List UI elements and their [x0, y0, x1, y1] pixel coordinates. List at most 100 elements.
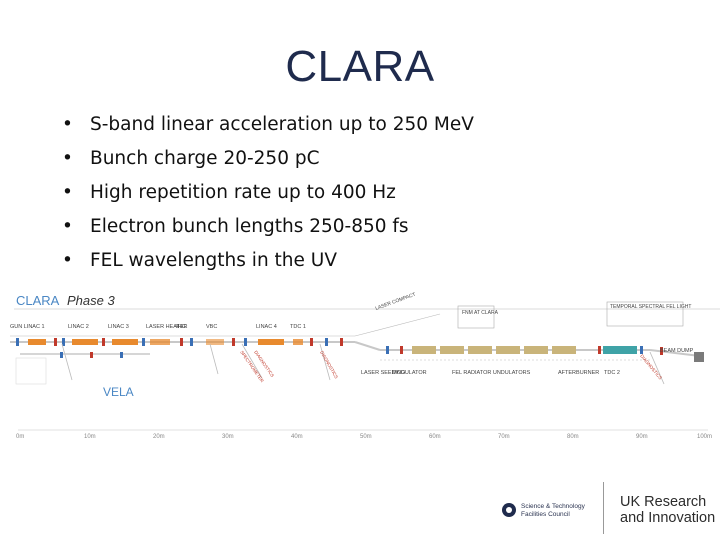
label-fel-undulators: FEL RADIATOR UNDULATORS	[452, 370, 531, 376]
scale-tick-label: 70m	[498, 434, 510, 440]
linac2-structure	[72, 339, 98, 345]
magnet	[386, 346, 389, 354]
undulator-segment	[440, 346, 464, 354]
undulator-segment	[496, 346, 520, 354]
magnet	[660, 347, 663, 355]
afterburner-segment	[603, 346, 637, 354]
ukri-line2: and Innovation	[620, 510, 716, 526]
laser-heater-structure	[150, 339, 170, 345]
stfc-line2: Facilities Council	[521, 511, 570, 518]
scale-tick-label: 0m	[16, 434, 24, 440]
scale-tick-label: 40m	[291, 434, 303, 440]
label-linac3: LINAC 3	[108, 324, 129, 330]
bullet-item: • Bunch charge 20-250 pC	[62, 142, 474, 176]
bullet-text: S-band linear acceleration up to 250 MeV	[90, 114, 474, 135]
label-tdc2: TDC 2	[604, 370, 620, 376]
bullet-text: Electron bunch lengths 250-850 fs	[90, 216, 409, 237]
linac3-structure	[112, 339, 138, 345]
label-diagnostics: DIAGNOSTICS	[639, 353, 663, 380]
stfc-logo-inner	[506, 507, 512, 513]
footer-divider	[603, 482, 604, 534]
magnet	[640, 346, 643, 354]
vela-box	[15, 357, 47, 385]
scale-tick-label: 80m	[567, 434, 579, 440]
magnet	[244, 338, 247, 346]
bullet-item: • Electron bunch lengths 250-850 fs	[62, 210, 474, 244]
diagnostic-branch	[209, 343, 219, 375]
ukri-wordmark: UK Research and Innovation	[620, 494, 715, 526]
magnet	[16, 338, 19, 346]
magnet	[325, 338, 328, 346]
magnet	[310, 338, 313, 346]
label-linac4: LINAC 4	[256, 324, 277, 330]
scale-tick-label: 30m	[222, 434, 234, 440]
bullet-item: • FEL wavelengths in the UV	[62, 244, 474, 278]
label-fnm-at-clara: FNM AT CLARA	[462, 310, 499, 316]
magnet	[598, 346, 601, 354]
diagnostic-branch	[61, 343, 73, 381]
scale-tick-label: 90m	[636, 434, 648, 440]
beamline-dump	[649, 349, 701, 357]
scale-tick-label: 60m	[429, 434, 441, 440]
undulator-segment	[412, 346, 436, 354]
diagnostic-branch	[319, 343, 331, 381]
vela-magnet	[60, 352, 63, 358]
label-afterburner: AFTERBURNER	[558, 370, 599, 376]
diagnostic-branch	[241, 343, 263, 379]
tdc1-structure	[293, 339, 303, 345]
label-tdc1: TDC 1	[290, 324, 306, 330]
label-diagnostics: DIAGNOSTICS	[319, 350, 339, 379]
stfc-wordmark: Science & Technology Facilities Council	[521, 503, 585, 519]
bullet-list: • S-band linear acceleration up to 250 Me…	[62, 108, 474, 278]
magnet	[62, 338, 65, 346]
stfc-line1: Science & Technology	[521, 503, 585, 510]
scale-tick-label: 20m	[153, 434, 165, 440]
fnm-box	[457, 305, 495, 329]
undulator-segments	[412, 346, 637, 354]
label-laser-heater: LASER HEATER	[146, 324, 187, 330]
bullet-dot: •	[62, 250, 73, 271]
beam-dump	[694, 352, 704, 362]
compact-rail	[354, 313, 441, 337]
scale-ticks: 0m 10m 20m 30m 40m 50m 60m 70m 80m 90m 1…	[16, 434, 712, 440]
scale-tick-label: 10m	[84, 434, 96, 440]
label-modulator: MODULATOR	[392, 370, 427, 376]
bullet-item: • S-band linear acceleration up to 250 Me…	[62, 108, 474, 142]
magnet	[232, 338, 235, 346]
ukri-line1: UK Research	[620, 494, 707, 510]
bullet-dot: •	[62, 182, 73, 203]
magnet	[102, 338, 105, 346]
label-beam-dump: BEAM DUMP	[660, 348, 694, 354]
scale-tick-label: 50m	[360, 434, 372, 440]
magnet	[400, 346, 403, 354]
fel-light-box	[606, 301, 684, 327]
bullet-dot: •	[62, 148, 73, 169]
diagnostic-branch	[649, 351, 665, 385]
bullet-dot: •	[62, 216, 73, 237]
label-vbc: VBC	[206, 324, 217, 330]
clara-layout-diagram: CLARA Phase 3 GUN LINAC 1 LINAC 2 LINAC …	[10, 292, 720, 440]
scale-tick-label: 100m	[697, 434, 712, 440]
bullet-dot: •	[62, 114, 73, 135]
linac1-structure	[28, 339, 46, 345]
magnet	[54, 338, 57, 346]
label-laser-seeding: LASER SEEDING	[361, 370, 405, 376]
phase-label: Phase 3	[67, 293, 115, 308]
magnet	[190, 338, 193, 346]
magnet	[142, 338, 145, 346]
vela-magnet	[90, 352, 93, 358]
bullet-text: High repetition rate up to 400 Hz	[90, 182, 396, 203]
bullet-text: Bunch charge 20-250 pC	[90, 148, 320, 169]
slide-title: CLARA	[285, 42, 435, 91]
vela-magnet	[120, 352, 123, 358]
magnet	[340, 338, 343, 346]
beamline-dogleg	[354, 341, 381, 351]
clara-label: CLARA	[16, 293, 60, 308]
label-temporal-spectral: TEMPORAL SPECTRAL FEL LIGHT	[610, 304, 691, 310]
bullet-item: • High repetition rate up to 400 Hz	[62, 176, 474, 210]
label-4hc: 4HC	[175, 324, 186, 330]
bullet-text: FEL wavelengths in the UV	[90, 250, 337, 271]
linac4-structure	[258, 339, 284, 345]
beamline-magnets	[16, 338, 663, 355]
